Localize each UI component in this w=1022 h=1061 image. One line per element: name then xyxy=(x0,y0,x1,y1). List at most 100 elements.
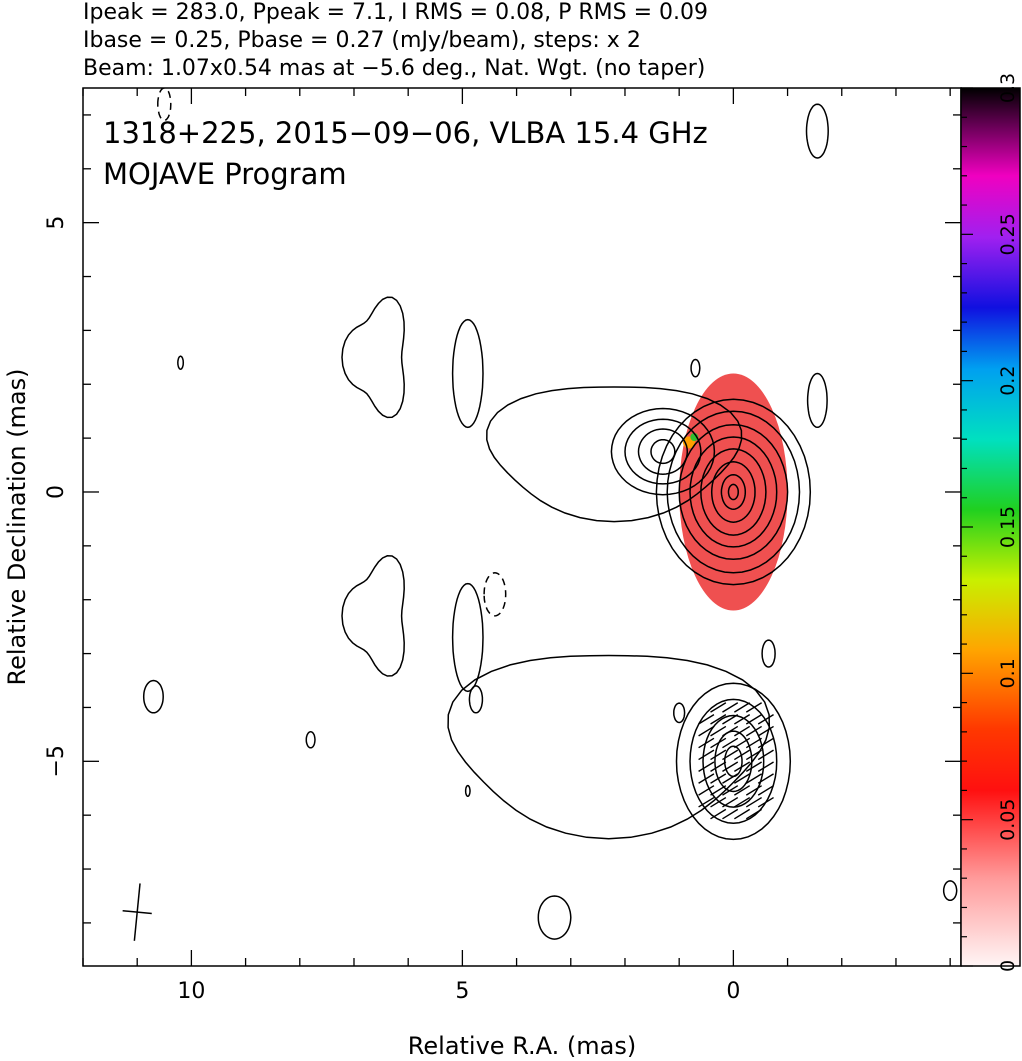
knot-contour-1 xyxy=(610,407,716,496)
annotation: 1318+225, 2015−09−06, VLBA 15.4 GHz MOJA… xyxy=(103,116,708,191)
evpa-tick-16 xyxy=(745,713,763,725)
outer-blob-4-contour xyxy=(690,358,701,378)
evpa-tick-28 xyxy=(722,808,739,820)
evpa-tick-2 xyxy=(757,773,774,784)
knot-contour-3 xyxy=(637,428,689,475)
evpa-tick-31 xyxy=(722,773,739,784)
lower-outer-blob-5-contour xyxy=(673,702,686,724)
evpa-tick-25 xyxy=(734,725,751,737)
evpa-tick-15 xyxy=(745,725,763,737)
lower-outer-blob-4-contour xyxy=(468,685,484,714)
evpa-tick-47 xyxy=(710,702,727,713)
evpa-tick-17 xyxy=(745,702,763,713)
lower-core-contour-1 xyxy=(675,682,792,841)
core-contour-5 xyxy=(700,448,767,536)
x-axis-label: Relative R.A. (mas) xyxy=(408,1032,636,1060)
lower-outer-blob-9-contour xyxy=(464,784,471,798)
evpa-tick-39 xyxy=(710,796,727,808)
cb-tick-label-2: 0.1 xyxy=(997,658,1019,688)
evpa-tick-13 xyxy=(745,749,763,761)
evpa-tick-51 xyxy=(698,761,715,773)
evpa-tick-37 xyxy=(722,702,739,713)
core-contour-6 xyxy=(710,461,756,523)
y-axis-label: Relative Declination (mas) xyxy=(3,368,31,685)
evpa-tick-49 xyxy=(698,785,715,796)
evpa-tick-32 xyxy=(722,761,739,773)
lower-outer-blob-2-contour xyxy=(451,582,484,693)
lower-outer-blob-10-contour xyxy=(942,880,958,902)
outer-blob-6-contour xyxy=(805,103,829,159)
lower-core-contour-3 xyxy=(702,714,765,808)
header-line-2: Ibase = 0.25, Pbase = 0.27 (mJy/beam), s… xyxy=(83,28,641,53)
evpa-tick-18 xyxy=(734,808,751,820)
core-contour-4 xyxy=(689,436,778,548)
header-line-1: Ipeak = 283.0, Ppeak = 7.1, I RMS = 0.08… xyxy=(83,0,708,25)
beam-minor-axis xyxy=(122,909,152,915)
lower-outer-blob-11-contour xyxy=(483,572,507,617)
evpa-tick-34 xyxy=(722,737,739,749)
plot-frame xyxy=(82,87,962,967)
lower-outer-blob-8-contour xyxy=(305,730,316,749)
outer-blob-3-contour xyxy=(806,372,828,429)
evpa-tick-21 xyxy=(734,773,751,784)
core-contour-3 xyxy=(678,423,789,561)
evpa-tick-0 xyxy=(757,796,774,808)
y-tick-label-2: −5 xyxy=(44,745,69,777)
evpa-tick-46 xyxy=(710,713,727,725)
x-tick-label-0: 10 xyxy=(177,979,205,1004)
evpa-tick-38 xyxy=(710,808,727,820)
evpa-tick-42 xyxy=(710,761,727,773)
cb-tick-label-6: 0.3 xyxy=(997,73,1019,103)
lower-core-contour-5 xyxy=(723,745,743,778)
evpa-tick-44 xyxy=(710,737,727,749)
polarization-vectors xyxy=(698,702,774,820)
outer-blob-5-contour xyxy=(177,355,185,370)
evpa-tick-54 xyxy=(698,725,715,737)
outer-blob-2-contour xyxy=(451,318,484,429)
lower-outer-blob-7-contour xyxy=(142,679,164,714)
evpa-tick-36 xyxy=(722,713,739,725)
x-tick-label-2: 0 xyxy=(726,979,740,1004)
lower-outer-blob-3-contour xyxy=(761,639,776,668)
outer-blob-7-contour xyxy=(157,88,172,122)
y-tick-label-1: 0 xyxy=(44,485,69,499)
evpa-tick-41 xyxy=(710,773,727,784)
evpa-tick-20 xyxy=(734,785,751,796)
lower-core-contour-2 xyxy=(689,698,778,825)
beam-marker xyxy=(122,883,152,941)
evpa-tick-35 xyxy=(722,725,739,737)
core-contour-8 xyxy=(727,483,739,501)
evpa-tick-10 xyxy=(745,785,763,796)
evpa-tick-3 xyxy=(757,761,774,773)
jet-envelope-contour xyxy=(486,386,743,523)
core-contour-1 xyxy=(655,398,812,586)
lower-jet-envelope-contour xyxy=(447,654,771,840)
plot-area xyxy=(122,88,958,941)
evpa-tick-24 xyxy=(734,737,751,749)
lower-outer-blob-6-contour xyxy=(537,895,572,940)
evpa-tick-55 xyxy=(698,713,715,725)
polarized-intensity-map xyxy=(679,373,788,611)
cb-tick-label-5: 0.25 xyxy=(997,213,1019,255)
evpa-tick-14 xyxy=(745,737,763,749)
header-line-3: Beam: 1.07x0.54 mas at −5.6 deg., Nat. W… xyxy=(83,56,705,81)
evpa-tick-27 xyxy=(734,702,751,713)
header: Ipeak = 283.0, Ppeak = 7.1, I RMS = 0.08… xyxy=(83,0,708,81)
total-intensity-contours xyxy=(142,88,958,940)
cb-tick-label-0: 0 xyxy=(997,960,1019,972)
evpa-tick-7 xyxy=(757,713,774,725)
evpa-tick-33 xyxy=(722,749,739,761)
evpa-tick-5 xyxy=(757,737,774,749)
evpa-tick-43 xyxy=(710,749,727,761)
evpa-tick-11 xyxy=(745,773,763,784)
cb-tick-label-1: 0.05 xyxy=(997,799,1019,841)
evpa-tick-8 xyxy=(745,808,763,820)
evpa-tick-19 xyxy=(734,796,751,808)
evpa-tick-45 xyxy=(710,725,727,737)
evpa-tick-29 xyxy=(722,796,739,808)
program-label: MOJAVE Program xyxy=(103,157,347,191)
colorbar: 0 0.05 0.1 0.15 0.2 0.25 0.3 xyxy=(960,73,1021,972)
evpa-tick-23 xyxy=(734,749,751,761)
y-tick-label-0: 5 xyxy=(44,216,69,230)
